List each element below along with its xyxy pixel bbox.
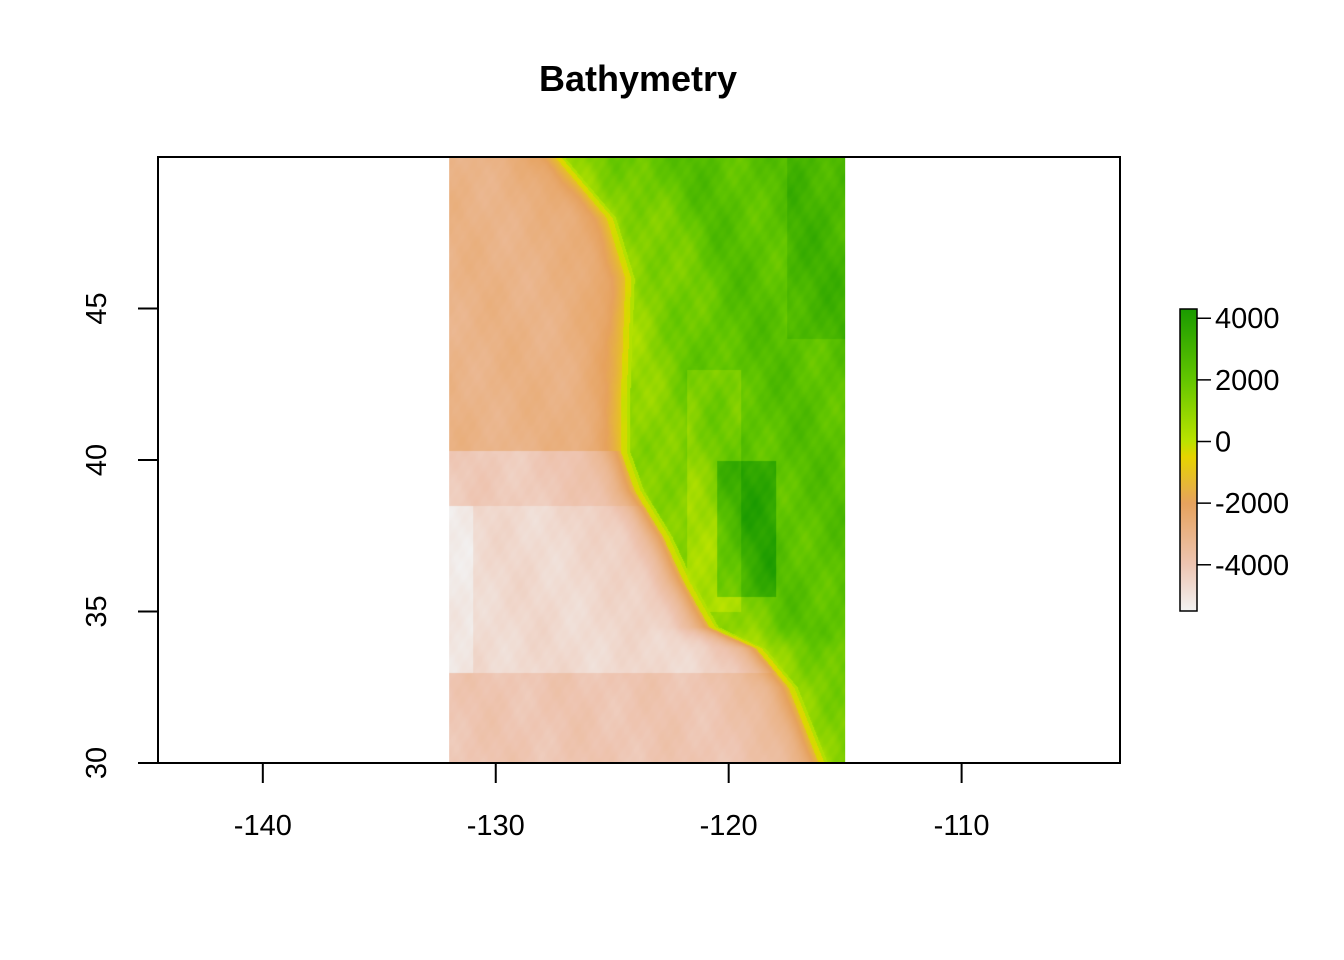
- y-tick-label: 35: [81, 595, 113, 627]
- x-tick-label: -110: [934, 810, 990, 842]
- y-axis: 30 35 40 45: [81, 292, 158, 779]
- legend-tick-label: 2000: [1215, 365, 1280, 397]
- x-tick-label: -130: [467, 810, 525, 842]
- color-legend: 4000 2000 0 -2000 -4000: [1179, 303, 1289, 612]
- legend-tick-label: 0: [1215, 427, 1231, 459]
- x-axis: -140 -130 -120 -110: [234, 763, 990, 842]
- y-tick-label: 45: [81, 292, 113, 324]
- bathymetry-raster: [449, 157, 846, 763]
- x-tick-label: -120: [700, 810, 758, 842]
- legend-tick-label: -2000: [1215, 488, 1289, 520]
- legend-tick-label: -4000: [1215, 550, 1289, 582]
- legend-colorbar: [1179, 308, 1198, 612]
- y-tick-label: 40: [81, 444, 113, 476]
- x-tick-label: -140: [234, 810, 292, 842]
- legend-tick-label: 4000: [1215, 303, 1280, 335]
- y-tick-label: 30: [81, 747, 113, 779]
- raster-image: [449, 157, 846, 763]
- chart-title: Bathymetry: [539, 58, 737, 99]
